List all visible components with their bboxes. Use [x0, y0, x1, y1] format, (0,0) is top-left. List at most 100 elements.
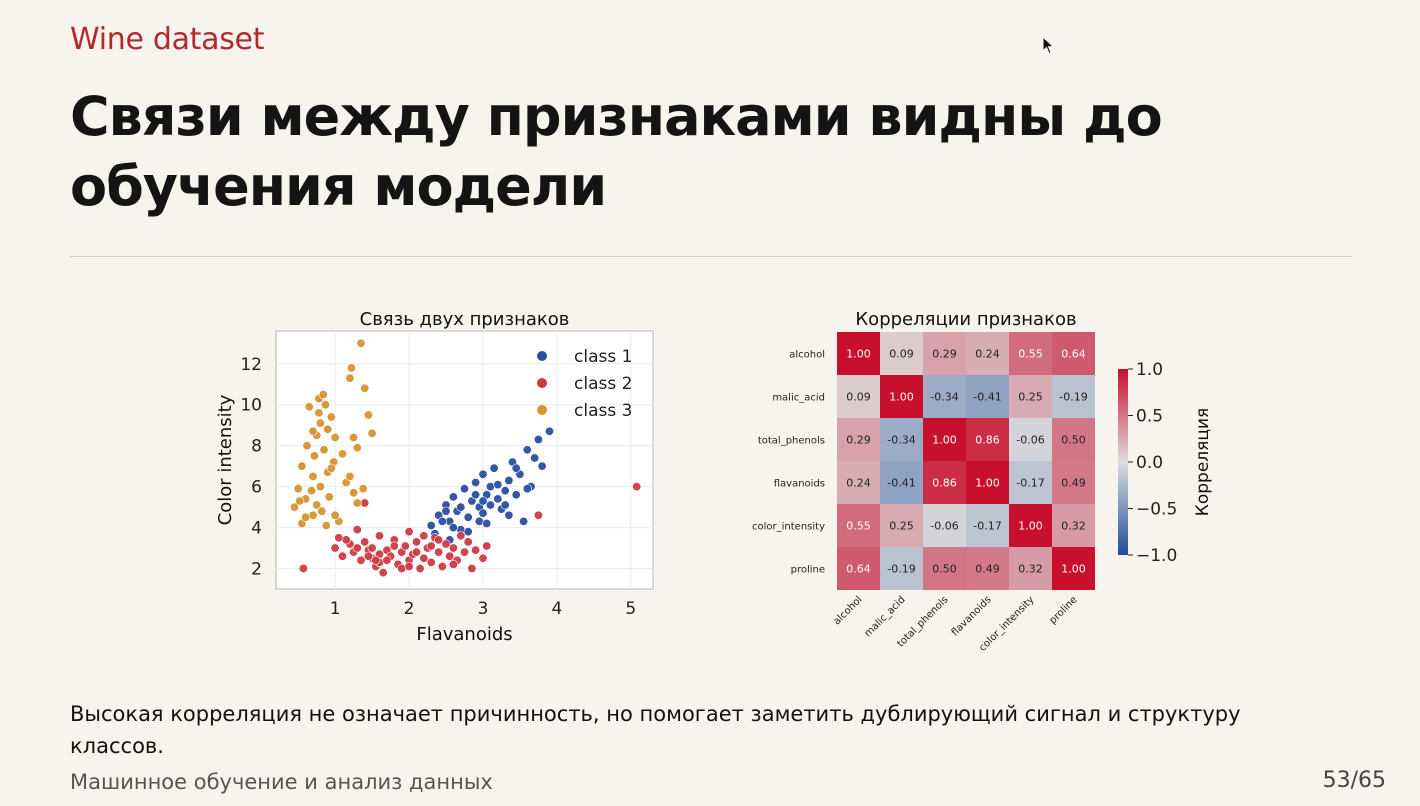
scatter-point — [493, 494, 503, 504]
heatmap-row-label: alcohol — [789, 350, 825, 361]
heatmap-cell-value: 1.00 — [975, 477, 1000, 490]
scatter-point — [434, 547, 444, 557]
scatter-point — [482, 519, 492, 529]
heatmap-cell-value: -0.06 — [930, 520, 958, 533]
scatter-point — [319, 445, 329, 455]
heatmap-cell-value: 0.64 — [1061, 348, 1086, 361]
scatter-point — [308, 510, 318, 520]
scatter-point — [360, 537, 370, 547]
scatter-point — [360, 383, 370, 393]
scatter-point — [345, 471, 355, 481]
heatmap-cell — [923, 547, 966, 590]
scatter-point — [471, 490, 481, 500]
scatter-point — [519, 516, 529, 526]
scatter-point — [478, 496, 488, 506]
heatmap-cell — [966, 332, 1009, 375]
heatmap-cell-value: -0.41 — [887, 477, 915, 490]
scatter-point — [500, 486, 510, 496]
scatter-point — [530, 453, 540, 463]
scatter-point — [456, 531, 466, 541]
scatter-point — [324, 492, 334, 502]
scatter-point — [489, 463, 499, 473]
scatter-point — [315, 418, 325, 428]
footer-course-name: Машинное обучение и анализ данных — [70, 770, 493, 794]
heatmap-cell-value: 0.09 — [889, 348, 914, 361]
scatter-point — [397, 563, 407, 573]
heatmap-cell — [923, 461, 966, 504]
legend-label: class 1 — [574, 347, 632, 367]
scatter-point — [389, 541, 399, 551]
scatter-point — [404, 561, 414, 571]
scatter-point — [318, 390, 328, 400]
scatter-point — [317, 506, 327, 516]
scatter-point — [434, 535, 444, 545]
heatmap-cell — [966, 418, 1009, 461]
scatter-point — [533, 435, 543, 445]
scatter-point — [297, 461, 307, 471]
scatter-point — [437, 516, 447, 526]
scatter-point — [415, 563, 425, 573]
heatmap-cell — [1009, 375, 1052, 418]
scatter-point — [419, 531, 429, 541]
scatter-point — [419, 553, 429, 563]
heatmap-cell-value: -0.34 — [887, 434, 915, 447]
heatmap-cell — [837, 461, 880, 504]
scatter-point — [544, 426, 554, 436]
heatmap-cell — [1052, 418, 1095, 461]
heatmap-cell — [1052, 461, 1095, 504]
scatter-point — [493, 480, 503, 490]
scatter-point — [290, 502, 300, 512]
mouse-cursor-icon — [1042, 36, 1055, 55]
x-tick-label: 2 — [404, 599, 415, 619]
heatmap-cell-value: -0.34 — [930, 391, 958, 404]
heatmap-cell — [837, 332, 880, 375]
scatter-point — [459, 547, 469, 557]
scatter-point — [485, 482, 495, 492]
scatter-point — [441, 506, 451, 516]
colorbar-tick-label: −0.5 — [1136, 500, 1177, 520]
scatter-point — [330, 543, 340, 553]
scatter-point — [500, 500, 510, 510]
scatter-point — [352, 443, 362, 453]
y-tick-label: 4 — [251, 519, 262, 539]
scatter-point — [426, 521, 436, 531]
heatmap-cell — [966, 504, 1009, 547]
heatmap-cell — [1009, 547, 1052, 590]
heatmap-cell-value: 0.24 — [975, 348, 1000, 361]
heatmap-row-label: malic_acid — [772, 393, 825, 404]
heatmap-cell — [1052, 332, 1095, 375]
scatter-point — [356, 555, 366, 565]
scatter-point — [522, 484, 532, 494]
scatter-point — [346, 363, 356, 373]
heatmap-cell — [1009, 504, 1052, 547]
scatter-point — [378, 568, 388, 578]
heatmap-cell-value: 0.49 — [975, 563, 1000, 576]
scatter-point — [375, 531, 385, 541]
heatmap-cell-value: -0.19 — [1059, 391, 1087, 404]
y-tick-label: 6 — [251, 478, 262, 498]
scatter-point — [338, 449, 348, 459]
scatter-point — [441, 539, 451, 549]
heatmap-cell — [837, 547, 880, 590]
heatmap-cell-value: 0.55 — [1018, 348, 1043, 361]
correlation-heatmap: Корреляции признаков 1.00 0.09 0.29 0.24 0.55… — [752, 309, 1213, 654]
scatter-point — [504, 476, 514, 486]
scatter-point — [308, 471, 318, 481]
x-tick-label: 1 — [330, 599, 341, 619]
heatmap-cell-value: 0.25 — [889, 520, 914, 533]
heatmap-cell-value: -0.17 — [1016, 477, 1044, 490]
heatmap-cell — [837, 418, 880, 461]
legend-marker — [537, 351, 547, 361]
heatmap-row-label: proline — [791, 565, 825, 576]
heatmap-cell — [966, 547, 1009, 590]
heatmap-cell-value: 1.00 — [1061, 563, 1086, 576]
heatmap-cell-value: 0.25 — [1018, 391, 1043, 404]
scatter-point — [323, 424, 333, 434]
heatmap-cell — [880, 375, 923, 418]
scatter-point — [349, 433, 359, 443]
heatmap-cell — [1052, 504, 1095, 547]
colorbar-tick-label: 1.0 — [1136, 360, 1163, 380]
title-divider — [70, 256, 1352, 257]
scatter-point — [448, 559, 458, 569]
heatmap-row-label: color_intensity — [752, 522, 825, 533]
